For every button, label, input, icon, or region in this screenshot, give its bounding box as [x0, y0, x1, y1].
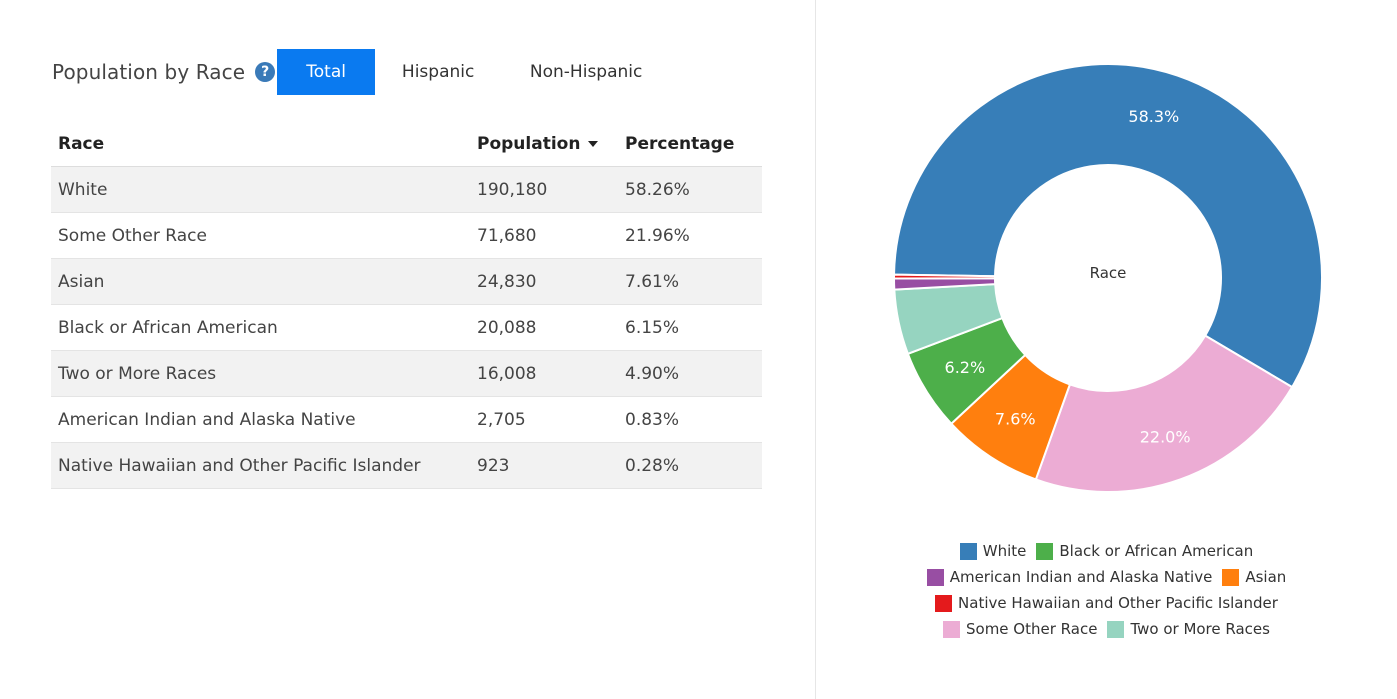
legend-item-two-or-more-races[interactable]: Two or More Races — [1107, 620, 1270, 638]
donut-slice-native-hawaiian-and-other-pacific-islander[interactable] — [893, 273, 997, 280]
panel-header: Population by Race ? Total Hispanic Non-… — [52, 49, 671, 95]
legend-row: American Indian and Alaska Native Asian — [816, 564, 1397, 590]
legend-item-native-hawaiian-and-other-pacific-islander[interactable]: Native Hawaiian and Other Pacific Island… — [935, 594, 1278, 612]
legend-swatch — [1222, 568, 1240, 586]
legend-swatch — [935, 594, 953, 612]
panel-title: Population by Race — [52, 60, 246, 84]
sort-descending-icon[interactable] — [588, 140, 599, 147]
cell-race: Native Hawaiian and Other Pacific Island… — [51, 442, 470, 489]
tab-non-hispanic[interactable]: Non-Hispanic — [529, 62, 643, 82]
legend-item-american-indian-and-alaska-native[interactable]: American Indian and Alaska Native — [926, 568, 1213, 586]
race-donut-chart: 58.3% 22.0% 7.6% 6.2% Race — [892, 63, 1323, 493]
cell-race: Some Other Race — [51, 212, 470, 259]
table-row: White 190,180 58.26% — [51, 166, 762, 213]
legend-row: Some Other Race Two or More Races — [816, 616, 1397, 642]
cell-race: Asian — [51, 258, 470, 305]
population-by-race-panel: Population by Race ? Total Hispanic Non-… — [51, 49, 762, 489]
donut-center-label: Race — [1090, 264, 1127, 282]
legend-label: Some Other Race — [966, 620, 1098, 638]
cell-population: 71,680 — [470, 212, 618, 259]
cell-percentage: 58.26% — [618, 166, 762, 213]
legend-swatch — [1036, 542, 1054, 560]
column-header-percentage-label: Percentage — [625, 133, 735, 154]
cell-population: 24,830 — [470, 258, 618, 305]
table-row: Some Other Race 71,680 21.96% — [51, 212, 762, 259]
table-row: Asian 24,830 7.61% — [51, 258, 762, 305]
column-header-population[interactable]: Population — [470, 121, 618, 167]
race-table: Race Population Percentage White 190,180… — [51, 121, 762, 489]
legend-item-black-or-african-american[interactable]: Black or African American — [1036, 542, 1253, 560]
question-circle-icon[interactable]: ? — [255, 62, 276, 82]
tab-hispanic[interactable]: Hispanic — [401, 62, 475, 82]
panel-divider — [815, 0, 816, 699]
legend-item-asian[interactable]: Asian — [1222, 568, 1286, 586]
cell-population: 20,088 — [470, 304, 618, 351]
cell-race: American Indian and Alaska Native — [51, 396, 470, 443]
legend-item-some-other-race[interactable]: Some Other Race — [943, 620, 1097, 638]
cell-population: 2,705 — [470, 396, 618, 443]
cell-population: 190,180 — [470, 166, 618, 213]
tab-total[interactable]: Total — [277, 49, 376, 95]
legend-label: Black or African American — [1059, 542, 1254, 560]
column-header-population-label: Population — [477, 133, 581, 154]
legend-swatch — [1107, 620, 1125, 638]
legend-item-white[interactable]: White — [959, 542, 1027, 560]
table-row: Black or African American 20,088 6.15% — [51, 304, 762, 351]
cell-population: 16,008 — [470, 350, 618, 397]
slice-label-asian: 7.6% — [995, 410, 1036, 429]
cell-race: Two or More Races — [51, 350, 470, 397]
legend-label: Two or More Races — [1130, 620, 1270, 638]
cell-race: Black or African American — [51, 304, 470, 351]
donut-slice-white[interactable] — [893, 63, 1323, 389]
table-header-row: Race Population Percentage — [51, 121, 762, 167]
cell-percentage: 6.15% — [618, 304, 762, 351]
slice-label-black-or-african-american: 6.2% — [945, 358, 986, 377]
table-row: Two or More Races 16,008 4.90% — [51, 350, 762, 397]
cell-percentage: 21.96% — [618, 212, 762, 259]
legend-swatch — [959, 542, 977, 560]
table-row: American Indian and Alaska Native 2,705 … — [51, 396, 762, 443]
chart-legend: White Black or African American American I… — [816, 538, 1397, 642]
slice-label-some-other-race: 22.0% — [1140, 428, 1191, 447]
legend-swatch — [943, 620, 960, 638]
cell-race: White — [51, 166, 470, 213]
legend-row: White Black or African American — [816, 538, 1397, 564]
cell-population: 923 — [470, 442, 618, 489]
cell-percentage: 0.83% — [618, 396, 762, 443]
cell-percentage: 0.28% — [618, 442, 762, 489]
slice-label-white: 58.3% — [1128, 107, 1179, 126]
legend-label: Native Hawaiian and Other Pacific Island… — [958, 594, 1278, 612]
donut-slice-some-other-race[interactable] — [1034, 334, 1294, 493]
legend-label: American Indian and Alaska Native — [949, 568, 1213, 586]
cell-percentage: 4.90% — [618, 350, 762, 397]
legend-label: White — [982, 542, 1027, 560]
legend-row: Native Hawaiian and Other Pacific Island… — [816, 590, 1397, 616]
column-header-race-label: Race — [58, 133, 105, 154]
table-row: Native Hawaiian and Other Pacific Island… — [51, 442, 762, 489]
legend-label: Asian — [1245, 568, 1287, 586]
legend-swatch — [926, 568, 944, 586]
cell-percentage: 7.61% — [618, 258, 762, 305]
column-header-race[interactable]: Race — [51, 121, 470, 167]
race-chart-panel: 58.3% 22.0% 7.6% 6.2% Race White Black or Afr… — [816, 0, 1397, 699]
column-header-percentage[interactable]: Percentage — [618, 121, 762, 167]
